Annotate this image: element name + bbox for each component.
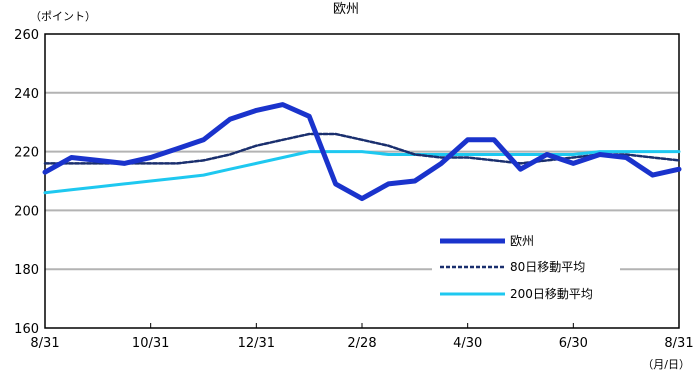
data-point-s1-1 [70,162,73,165]
data-point-s1-12 [361,138,363,141]
data-point-s1-24 [678,159,680,162]
series-lines [42,102,682,202]
x-axis-unit-label: （月/日） [642,358,690,371]
data-point-s1-23 [651,156,654,159]
data-point-s1-17 [493,159,496,162]
data-point-s2-1 [70,188,73,191]
data-point-s0-6 [202,138,205,141]
data-point-s2-24 [678,150,680,153]
data-point-s2-18 [519,153,522,156]
y-tick-label-220: 220 [14,146,39,161]
legend-label-1: 80日移動平均 [510,260,585,274]
data-point-s2-2 [96,185,99,188]
data-point-s0-0 [44,171,46,174]
data-point-s2-10 [308,150,311,153]
data-point-s2-7 [228,168,231,171]
y-tick-label-200: 200 [14,204,39,219]
data-point-s0-5 [176,147,179,150]
data-point-s0-2 [96,159,99,162]
data-point-s0-23 [651,174,654,177]
legend: 欧州 80日移動平均 200日移動平均 [432,228,620,308]
data-point-s0-7 [228,118,231,121]
x-tick-label-2: 12/31 [238,336,275,351]
data-point-s2-6 [202,174,205,177]
y-tick-label-160: 160 [14,322,39,337]
data-point-s2-16 [466,153,469,156]
data-point-s1-16 [466,156,469,159]
x-tick-label-1: 10/31 [132,336,169,351]
x-tick-label-6: 8/31 [664,336,693,351]
data-point-s2-3 [123,182,126,185]
data-point-s0-12 [361,197,363,200]
data-point-s1-14 [413,153,416,156]
data-point-s2-9 [281,156,284,159]
data-point-s1-8 [255,144,258,147]
data-point-s2-23 [651,150,654,153]
data-point-s2-0 [44,191,46,194]
x-tick-label-5: 6/30 [559,336,588,351]
data-point-s0-20 [572,162,575,165]
data-point-s2-5 [176,177,179,180]
data-point-s1-11 [334,133,337,135]
data-point-s0-10 [308,115,311,118]
x-tick-label-0: 8/31 [30,336,59,351]
data-point-s2-4 [149,180,152,182]
legend-label-0: 欧州 [510,234,534,248]
data-point-s1-0 [44,162,46,165]
data-point-s1-4 [149,162,152,165]
data-point-s1-15 [440,156,443,159]
data-point-s2-17 [493,153,496,156]
data-point-s1-7 [228,153,231,156]
data-point-s0-15 [440,162,443,165]
data-point-s1-20 [572,156,575,159]
data-point-s0-14 [413,180,416,182]
data-point-s1-6 [202,159,205,162]
data-point-s0-18 [519,168,522,171]
data-point-s1-13 [387,144,390,147]
data-point-s2-12 [361,150,363,153]
data-point-s0-1 [70,156,73,159]
y-tick-label-180: 180 [14,263,39,278]
data-point-s0-24 [678,168,680,171]
data-point-s0-19 [545,153,548,156]
y-tick-label-240: 240 [14,87,39,102]
x-tick-label-3: 2/28 [347,336,376,351]
axis-ticks: 160 180 200 220 240 260 8/31 10/31 12/31 2/28 4/30… [14,28,693,351]
data-point-s0-21 [598,153,601,156]
data-point-s1-18 [519,162,522,165]
data-point-s0-9 [281,103,284,106]
data-point-s1-19 [545,159,548,162]
y-axis-unit-label: （ポイント） [30,10,96,23]
data-point-s0-13 [387,182,390,185]
data-point-s0-16 [466,138,469,141]
data-point-s2-8 [255,162,258,165]
y-tick-label-260: 260 [14,28,39,43]
data-point-s2-22 [625,150,628,153]
data-point-s2-11 [334,150,337,153]
chart-title: 欧州 [333,2,359,17]
data-point-s0-11 [334,182,337,185]
data-point-s0-8 [255,109,258,112]
data-point-s2-20 [572,153,575,156]
data-point-s2-15 [440,153,443,156]
data-point-s1-5 [176,162,179,165]
data-point-s1-10 [308,133,311,135]
data-point-s0-22 [625,156,628,159]
data-point-s0-3 [123,162,126,165]
data-point-s0-17 [493,138,496,141]
data-point-s1-9 [281,138,284,141]
data-point-s0-4 [149,156,152,159]
legend-label-2: 200日移動平均 [510,287,593,301]
x-tick-label-4: 4/30 [453,336,482,351]
data-point-s2-13 [387,153,390,156]
